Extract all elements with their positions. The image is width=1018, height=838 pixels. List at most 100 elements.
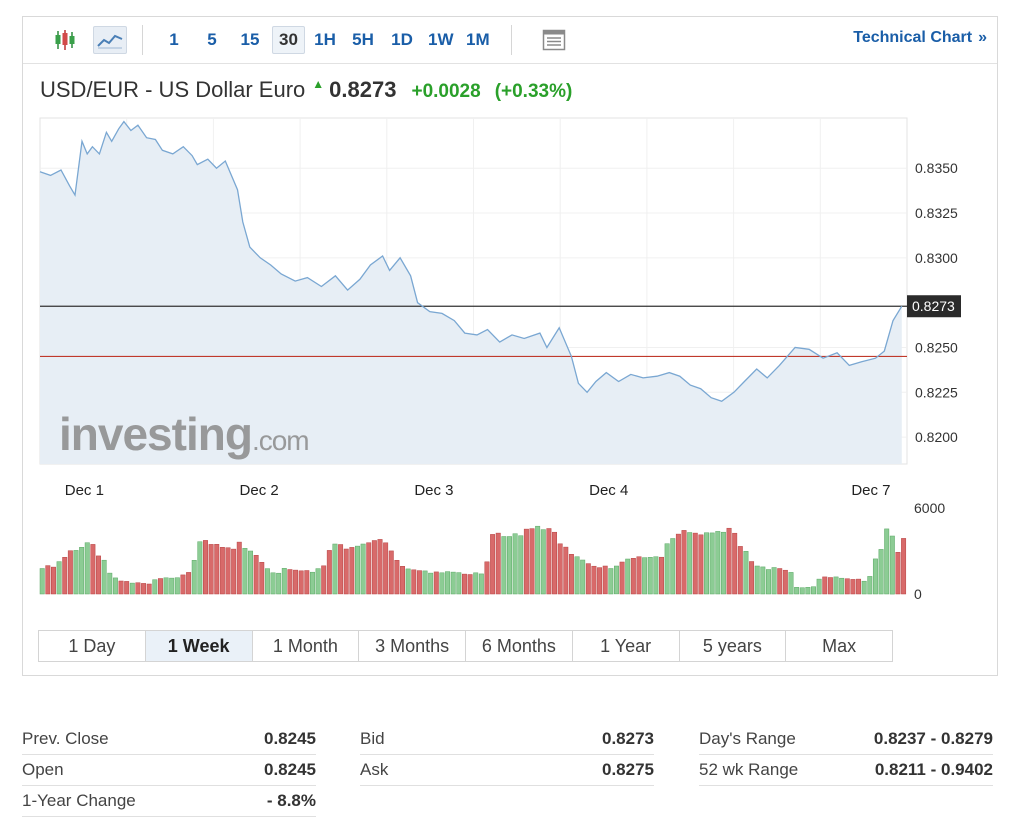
up-arrow-icon: ▲: [312, 77, 325, 91]
range-tab-1-day[interactable]: 1 Day: [39, 631, 146, 661]
volume-bar-up: [687, 532, 693, 595]
range-tab-1-month[interactable]: 1 Month: [253, 631, 360, 661]
volume-bar-down: [304, 570, 310, 595]
volume-bar-down: [411, 569, 417, 595]
range-tab-6-months[interactable]: 6 Months: [466, 631, 573, 661]
volume-bar-up: [889, 535, 895, 595]
volume-bar-down: [675, 533, 681, 595]
price-chart[interactable]: investing.com 0.83500.83250.83000.82500.…: [23, 17, 997, 617]
volume-bar-up: [507, 536, 512, 595]
stat-label: Ask: [360, 760, 389, 779]
volume-bar-down: [822, 576, 828, 595]
volume-bar-down: [394, 560, 400, 595]
volume-bar-down: [461, 573, 467, 595]
volume-bar-down: [62, 557, 68, 595]
date-tick-label: Dec 4: [589, 482, 628, 499]
date-axis: Dec 1 Dec 2 Dec 3 Dec 4 Dec 7: [65, 482, 891, 499]
volume-bar-up: [264, 568, 270, 595]
volume-bar-down: [698, 534, 704, 595]
volume-bar-up: [355, 545, 360, 595]
volume-bar-down: [287, 569, 293, 595]
volume-bar-up: [647, 557, 653, 595]
volume-bar-up: [309, 571, 315, 595]
volume-bar-up: [152, 579, 158, 595]
volume-bar-down: [467, 574, 473, 595]
volume-bar-down: [388, 550, 394, 595]
volume-bar-down: [293, 569, 299, 595]
stat-label: Bid: [360, 729, 385, 748]
price-tick-label: 0.8325: [915, 205, 958, 221]
watermark-suffix: .com: [252, 425, 309, 456]
stat-value: 0.8245: [264, 729, 316, 748]
volume-bar-up: [760, 566, 766, 595]
volume-bar-down: [546, 528, 552, 595]
volume-bar-up: [811, 586, 816, 595]
volume-bar-up: [642, 557, 648, 595]
area-chart-icon[interactable]: [93, 26, 127, 54]
interval-1d[interactable]: 1D: [391, 30, 413, 49]
range-tab-3-months[interactable]: 3 Months: [359, 631, 466, 661]
interval-30[interactable]: 30: [272, 26, 305, 54]
volume-tick-label: 6000: [914, 500, 945, 516]
stats-column-3: Day's Range 0.8237 - 0.8279 52 wk Range 0.…: [699, 724, 993, 786]
volume-bar-down: [636, 556, 642, 595]
volume-bar-up: [794, 587, 800, 595]
range-tab-5-years[interactable]: 5 years: [680, 631, 787, 661]
volume-bar-down: [186, 572, 192, 595]
volume-bar-down: [737, 546, 743, 595]
volume-bar-up: [867, 576, 873, 595]
date-tick-label: Dec 2: [240, 482, 279, 499]
range-tab-1-week[interactable]: 1 Week: [145, 631, 253, 661]
volume-bar-up: [535, 525, 541, 595]
interval-1m[interactable]: 1M: [466, 30, 490, 49]
interval-1w[interactable]: 1W: [428, 30, 454, 49]
volume-bar-down: [484, 561, 490, 595]
volume-bar-up: [512, 533, 518, 595]
price-area: [40, 121, 902, 464]
interval-5[interactable]: 5: [207, 30, 217, 49]
volume-bar-down: [146, 583, 152, 595]
volume-bar-down: [895, 552, 901, 595]
price-tick-label: 0.8225: [915, 384, 958, 400]
volume-bar-up: [580, 559, 586, 595]
volume-bar-up: [478, 573, 484, 595]
volume-bar-up: [107, 572, 113, 595]
volume-bar-down: [383, 542, 389, 595]
volume-bar-up: [315, 568, 321, 595]
range-tab-1-year[interactable]: 1 Year: [573, 631, 680, 661]
volume-bar-down: [619, 561, 625, 595]
volume-bar-down: [219, 547, 225, 595]
volume-bar-up: [805, 587, 811, 595]
candlestick-chart-icon[interactable]: [50, 26, 80, 54]
stat-label: Prev. Close: [22, 729, 109, 748]
price-change-percent: (+0.33%): [494, 81, 573, 102]
volume-bar-down: [523, 528, 529, 595]
volume-bar-down: [208, 544, 214, 595]
volume-bar-up: [704, 532, 710, 595]
volume-bar-up: [664, 543, 670, 595]
volume-bar-down: [157, 578, 163, 595]
chart-table-icon[interactable]: [539, 26, 569, 54]
volume-bar-up: [816, 578, 822, 595]
range-tab-max[interactable]: Max: [822, 635, 857, 656]
volume-bar-up: [73, 550, 79, 595]
volume-bar-up: [281, 568, 287, 595]
volume-bar-down: [568, 554, 574, 595]
chart-toolbar: 1 5 15 30 1H 5H 1D 1W 1M Technical Chart…: [23, 17, 997, 64]
interval-1h[interactable]: 1H: [314, 30, 336, 49]
interval-15[interactable]: 15: [240, 30, 260, 49]
volume-bar-down: [630, 558, 636, 595]
volume-bar-down: [90, 544, 96, 595]
volume-bar-down: [366, 542, 372, 595]
volume-bar-down: [349, 547, 355, 595]
last-price: 0.8273: [329, 77, 397, 102]
price-tick-label: 0.8250: [915, 339, 958, 355]
interval-1[interactable]: 1: [169, 30, 179, 49]
interval-5h[interactable]: 5H: [352, 30, 374, 49]
volume-bar-down: [338, 544, 344, 595]
volume-bar-up: [720, 531, 726, 595]
volume-bar-up: [445, 571, 451, 595]
volume-bar-down: [901, 538, 907, 595]
volume-bar-up: [715, 531, 721, 595]
technical-chart-link[interactable]: Technical Chart »: [853, 29, 987, 47]
